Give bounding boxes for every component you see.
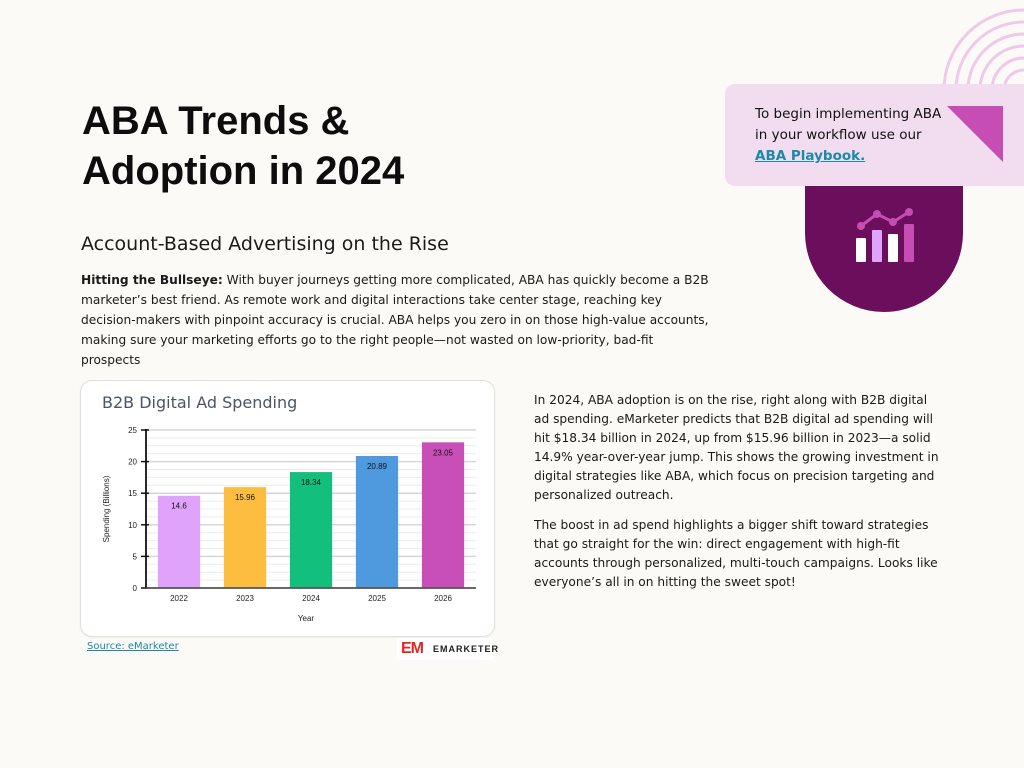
playbook-callout: To begin implementing ABA in your workfl… xyxy=(725,84,1024,186)
y-axis-label: Spending (Billions) xyxy=(102,475,111,542)
bar-2023 xyxy=(223,487,267,588)
intro-paragraph: Hitting the Bullseye: With buyer journey… xyxy=(81,270,711,370)
section-subtitle: Account-Based Advertising on the Rise xyxy=(81,233,449,255)
x-tick-label: 2023 xyxy=(236,594,254,603)
bar-2025 xyxy=(355,455,399,588)
decorative-arcs xyxy=(942,8,1024,90)
page-title: ABA Trends & Adoption in 2024 xyxy=(82,99,405,193)
emarketer-logo: EM EMARKETER xyxy=(397,638,498,660)
callout-text: To begin implementing ABA in your workfl… xyxy=(755,104,945,167)
data-label: 14.6 xyxy=(171,502,187,511)
x-tick-label: 2025 xyxy=(368,594,386,603)
x-tick-label: 2026 xyxy=(434,594,452,603)
callout-message: To begin implementing ABA in your workfl… xyxy=(755,106,942,143)
y-tick-label: 20 xyxy=(128,458,137,467)
bar-chart: 051015202514.6202215.96202318.34202420.8… xyxy=(102,426,476,623)
chart-title: B2B Digital Ad Spending xyxy=(102,393,298,412)
intro-lead: Hitting the Bullseye: xyxy=(81,273,223,287)
y-tick-label: 15 xyxy=(128,489,137,498)
bar-chart-trend-icon xyxy=(856,208,914,262)
y-tick-label: 10 xyxy=(128,521,137,530)
y-tick-label: 5 xyxy=(133,552,138,561)
y-tick-label: 25 xyxy=(128,426,137,435)
triangle-decoration-icon xyxy=(947,106,1003,162)
em-logo-text: EMARKETER xyxy=(433,644,500,654)
intro-text: With buyer journeys getting more complic… xyxy=(81,273,709,367)
body-text: In 2024, ABA adoption is on the rise, ri… xyxy=(534,391,944,603)
data-label: 23.05 xyxy=(433,448,454,457)
chart-card: B2B Digital Ad Spending 0 5 10 15 20 25 14.6 20… xyxy=(80,380,495,637)
x-axis-label: Year xyxy=(298,614,315,623)
bar-2022 xyxy=(157,495,201,588)
source-link[interactable]: Source: eMarketer xyxy=(87,641,179,652)
body-paragraph-1: In 2024, ABA adoption is on the rise, ri… xyxy=(534,393,939,502)
em-logo-mark: EM xyxy=(401,640,424,657)
body-paragraph-2: The boost in ad spend highlights a bigge… xyxy=(534,518,938,589)
bar-2024 xyxy=(289,472,333,588)
data-label: 15.96 xyxy=(235,493,256,502)
y-tick-label: 0 xyxy=(133,584,138,593)
aba-playbook-link[interactable]: ABA Playbook. xyxy=(755,148,866,164)
data-label: 18.34 xyxy=(301,478,322,487)
x-tick-label: 2022 xyxy=(170,594,188,603)
data-label: 20.89 xyxy=(367,462,388,471)
bar-2026 xyxy=(421,442,465,588)
x-tick-label: 2024 xyxy=(302,594,320,603)
